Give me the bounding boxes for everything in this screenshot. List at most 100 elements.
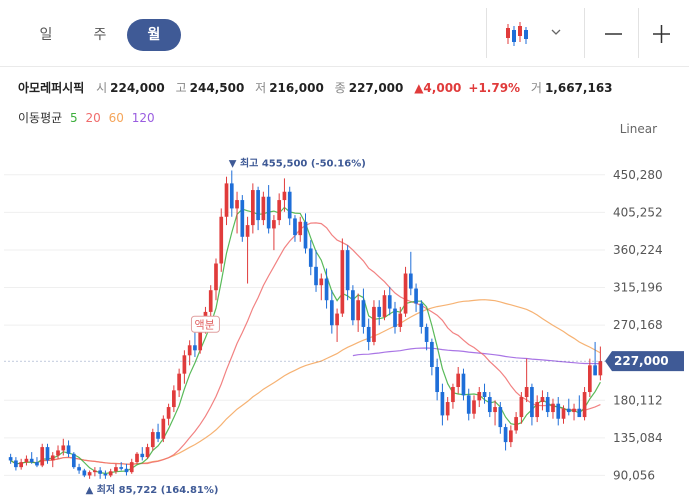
top-toolbar: 일 주 월 — [0, 0, 689, 66]
candle-body — [124, 468, 129, 473]
candle-body — [156, 432, 160, 439]
volume-value: 1,667,163 — [544, 81, 613, 95]
candle-body — [493, 407, 497, 413]
stock-name: 아모레퍼시픽 — [18, 81, 85, 95]
current-price-tag — [605, 351, 684, 372]
candle-body — [293, 218, 297, 236]
ma-120-line — [352, 347, 601, 365]
candle-body — [340, 250, 345, 314]
candle-body — [82, 470, 87, 476]
candle-body — [77, 467, 81, 471]
open-value: 224,000 — [110, 81, 165, 95]
candle-body — [351, 290, 355, 321]
candle-body — [14, 460, 18, 468]
candle-body — [451, 387, 455, 403]
toolbar-divider — [638, 8, 639, 58]
candle-body — [19, 462, 24, 468]
candle-body — [66, 445, 71, 454]
high-annotation: ▼ 최고 455,500 (-50.16%) — [229, 156, 366, 169]
candle-body — [114, 467, 118, 472]
y-tick-label: 90,056 — [613, 468, 655, 482]
candle-body — [530, 387, 534, 418]
candle-body — [129, 462, 134, 473]
high-value: 244,500 — [189, 81, 245, 95]
ma-label: 이동평균 — [18, 111, 63, 125]
candle-body — [466, 395, 471, 414]
candle-body — [187, 345, 192, 356]
candle-body — [403, 273, 408, 314]
y-tick-label: 450,280 — [613, 168, 663, 182]
candle-body — [503, 427, 508, 443]
candle-body — [319, 278, 324, 286]
candle-body — [140, 453, 145, 458]
candle-body — [430, 341, 434, 367]
candle-body — [456, 373, 461, 388]
open-label: 시 — [96, 81, 108, 95]
zoom-out-button[interactable] — [600, 18, 628, 50]
candle-body — [214, 263, 218, 291]
candle-body — [240, 200, 245, 237]
candle-body — [545, 397, 550, 413]
candle-body — [208, 290, 213, 312]
scale-mode-toggle[interactable]: Linear — [619, 122, 657, 136]
low-label: 저 — [255, 81, 267, 95]
candle-body — [45, 447, 50, 461]
candle-body — [440, 392, 445, 416]
ma-60[interactable]: 60 — [108, 111, 124, 125]
chart-type-selector[interactable] — [502, 18, 562, 50]
ma-5[interactable]: 5 — [70, 111, 78, 125]
candle-body — [24, 458, 29, 463]
candle-body — [398, 313, 403, 327]
candle-body — [166, 407, 171, 419]
y-tick-label: 270,168 — [613, 318, 663, 332]
candle-body — [98, 470, 102, 474]
volume-label: 거 — [530, 81, 542, 95]
candle-body — [172, 390, 176, 408]
price-info-bar: 아모레퍼시픽 시 224,000 고 244,500 저 216,000 종 227,0… — [18, 79, 620, 96]
candle-body — [482, 392, 487, 398]
event-marker — [190, 315, 220, 333]
tab-daily[interactable]: 일 — [39, 27, 53, 43]
candle-body — [377, 306, 382, 317]
candlestick-chart[interactable]: 450,280 405,252 360,224 315,196 270,168 180,1… — [0, 140, 689, 499]
candle-body — [366, 326, 371, 342]
candle-body — [372, 306, 376, 342]
candle-body — [29, 458, 34, 463]
candle-body — [509, 430, 513, 443]
tab-weekly[interactable]: 주 — [93, 27, 107, 43]
candle-body — [514, 417, 518, 431]
ma-20-line — [10, 222, 601, 465]
y-tick-label: 360,224 — [613, 243, 663, 257]
tab-monthly[interactable]: 월 — [127, 19, 181, 51]
candle-body — [61, 445, 66, 451]
current-price-label: 227,000 — [614, 354, 669, 368]
candle-body — [87, 472, 92, 476]
candle-body — [303, 221, 308, 249]
candle-body — [361, 300, 366, 327]
candle-body — [193, 345, 197, 351]
candle-body — [477, 392, 482, 401]
high-label: 고 — [175, 81, 187, 95]
chevron-down-icon — [551, 29, 561, 35]
close-value: 227,000 — [348, 81, 404, 95]
ma-20[interactable]: 20 — [85, 111, 101, 125]
candle-body — [598, 361, 603, 376]
toolbar-divider — [486, 8, 487, 58]
candle-body — [540, 397, 545, 403]
candle-body — [435, 366, 439, 393]
candle-body — [177, 373, 181, 391]
candle-body — [419, 303, 424, 327]
candle-body — [535, 402, 540, 418]
price-change: ▲4,000 — [414, 81, 462, 95]
candle-body — [282, 191, 287, 201]
ma-120[interactable]: 120 — [131, 111, 155, 125]
candle-body — [324, 278, 329, 301]
zoom-in-button[interactable] — [648, 18, 676, 50]
candle-body — [498, 407, 503, 428]
candle-body — [566, 408, 571, 413]
candle-body — [577, 408, 582, 418]
candle-body — [108, 471, 113, 476]
candle-body — [519, 397, 524, 418]
candle-body — [329, 300, 334, 326]
candle-body — [314, 266, 318, 286]
